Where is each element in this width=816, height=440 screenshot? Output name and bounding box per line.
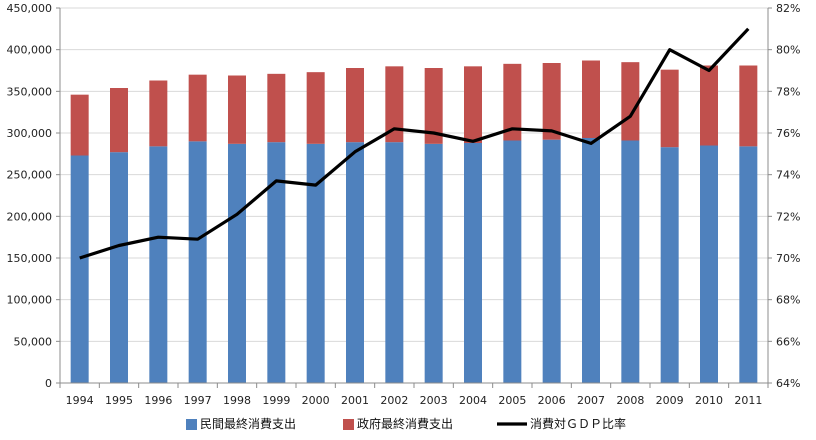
bar-private-consumption — [306, 143, 325, 383]
x-tick-label: 2005 — [498, 394, 526, 407]
bar-government-consumption — [424, 68, 443, 144]
bar-private-consumption — [464, 143, 482, 383]
bar-government-consumption — [582, 60, 600, 138]
right-tick-label: 64% — [776, 377, 800, 390]
left-tick-label: 300,000 — [7, 127, 53, 140]
legend-item: 政府最終消費支出 — [343, 416, 453, 431]
right-tick-label: 82% — [776, 2, 800, 15]
bar-government-consumption — [149, 80, 168, 147]
legend-item: 消費対ＧＤＰ比率 — [497, 416, 626, 431]
bar-government-consumption — [228, 75, 246, 144]
left-tick-label: 100,000 — [7, 294, 53, 307]
bar-private-consumption — [149, 146, 168, 383]
bar-government-consumption — [542, 63, 561, 140]
bar-government-consumption — [385, 66, 404, 143]
right-tick-label: 80% — [776, 44, 800, 57]
bar-government-consumption — [110, 88, 128, 153]
bar-private-consumption — [542, 139, 561, 383]
x-tick-label: 1994 — [66, 394, 94, 407]
x-tick-label: 2008 — [616, 394, 644, 407]
bar-private-consumption — [188, 141, 207, 383]
bar-government-consumption — [503, 63, 522, 141]
x-tick-label: 1995 — [105, 394, 133, 407]
left-tick-label: 450,000 — [7, 2, 53, 15]
x-tick-label: 1999 — [262, 394, 290, 407]
ratio-line — [79, 27, 750, 260]
left-tick-label: 250,000 — [7, 169, 53, 182]
legend-label: 政府最終消費支出 — [357, 416, 453, 431]
right-tick-label: 74% — [776, 169, 800, 182]
legend-swatch — [343, 419, 354, 430]
grid-lines — [60, 7, 768, 384]
bar-government-consumption — [188, 74, 207, 142]
bar-private-consumption — [503, 140, 522, 383]
legend-swatch — [186, 419, 197, 430]
bar-government-consumption — [267, 73, 286, 143]
x-tick-label: 1998 — [223, 394, 251, 407]
bar-government-consumption — [346, 68, 364, 143]
x-tick-label: 2010 — [695, 394, 723, 407]
legend-label: 消費対ＧＤＰ比率 — [530, 416, 626, 431]
left-tick-label: 350,000 — [7, 85, 53, 98]
bars — [70, 60, 758, 383]
right-tick-label: 68% — [776, 294, 800, 307]
series-line-gdp-ratio — [79, 27, 750, 260]
x-tick-label: 2001 — [341, 394, 369, 407]
bar-private-consumption — [346, 142, 364, 383]
bar-government-consumption — [700, 65, 718, 146]
bar-government-consumption — [621, 62, 640, 141]
x-tick-label: 2003 — [420, 394, 448, 407]
x-tick-label: 1996 — [144, 394, 172, 407]
bar-private-consumption — [424, 143, 443, 383]
bar-private-consumption — [228, 143, 246, 383]
bar-private-consumption — [660, 147, 679, 383]
legend: 民間最終消費支出 政府最終消費支出 消費対ＧＤＰ比率 — [186, 416, 626, 431]
bar-private-consumption — [621, 140, 640, 383]
x-tick-label: 2004 — [459, 394, 487, 407]
left-tick-label: 400,000 — [7, 44, 53, 57]
left-tick-label: 200,000 — [7, 210, 53, 223]
legend-label: 民間最終消費支出 — [200, 416, 296, 431]
bar-private-consumption — [582, 138, 600, 383]
bar-government-consumption — [70, 94, 89, 156]
x-tick-label: 2006 — [538, 394, 566, 407]
right-tick-label: 70% — [776, 252, 800, 265]
right-tick-label: 66% — [776, 335, 800, 348]
x-tick-label: 2007 — [577, 394, 605, 407]
left-tick-label: 0 — [45, 377, 52, 390]
right-tick-label: 76% — [776, 127, 800, 140]
bar-government-consumption — [306, 72, 325, 144]
bar-private-consumption — [110, 152, 128, 383]
left-tick-label: 50,000 — [14, 335, 53, 348]
legend-item: 民間最終消費支出 — [186, 416, 296, 431]
bar-private-consumption — [70, 155, 89, 383]
bar-private-consumption — [267, 142, 286, 383]
bar-government-consumption — [464, 66, 482, 143]
bar-government-consumption — [739, 65, 758, 147]
x-tick-label: 2011 — [734, 394, 762, 407]
right-tick-label: 78% — [776, 85, 800, 98]
x-tick-label: 2002 — [380, 394, 408, 407]
left-tick-label: 150,000 — [7, 252, 53, 265]
x-tick-label: 1997 — [184, 394, 212, 407]
bar-government-consumption — [660, 69, 679, 148]
left-axis-ticks: 0 50,000 100,000 150,000 200,000 250,000 300,0… — [7, 2, 53, 390]
right-axis-ticks: 64% 66% 68% 70% 72% 74% 76% 78% 80% 82% — [776, 2, 800, 390]
bar-private-consumption — [739, 146, 758, 383]
bar-private-consumption — [385, 142, 404, 383]
right-tick-label: 72% — [776, 210, 800, 223]
x-tick-label: 2000 — [302, 394, 330, 407]
axes — [56, 7, 772, 388]
x-tick-label: 2009 — [656, 394, 684, 407]
bar-private-consumption — [700, 145, 718, 383]
x-axis-ticks: 1994 1995 1996 1997 1998 1999 2000 2001 2002 2003… — [66, 394, 763, 407]
